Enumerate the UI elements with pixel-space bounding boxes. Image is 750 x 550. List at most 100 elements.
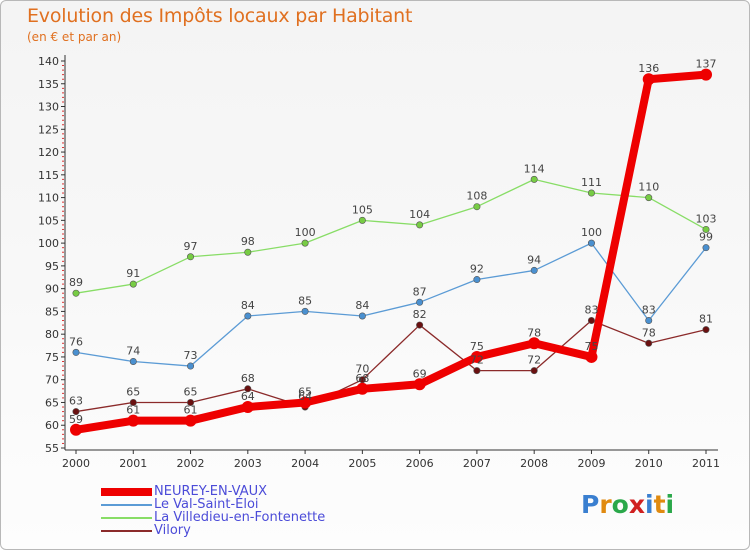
y-tick-label: 100 — [38, 237, 59, 250]
data-point — [700, 68, 712, 81]
series-line — [75, 319, 707, 413]
data-point — [72, 289, 80, 297]
y-tick-label: 95 — [45, 260, 59, 273]
y-tick-label: 60 — [45, 419, 59, 432]
y-tick-label: 105 — [38, 214, 59, 227]
data-point — [702, 326, 710, 334]
x-tick-label: 2009 — [577, 457, 605, 470]
x-tick-label: 2000 — [62, 457, 90, 470]
series-line — [75, 178, 707, 294]
data-point — [241, 401, 254, 414]
data-label: 65 — [298, 385, 312, 398]
data-label: 137 — [696, 58, 717, 71]
data-label: 87 — [413, 285, 427, 298]
data-label: 63 — [69, 395, 83, 408]
y-tick-label: 125 — [38, 123, 59, 136]
data-point — [585, 350, 598, 363]
data-point — [645, 339, 653, 347]
data-label: 105 — [352, 203, 373, 216]
data-point — [358, 216, 366, 224]
data-label: 83 — [642, 304, 656, 317]
legend-label: La Villedieu-en-Fontenette — [154, 510, 326, 525]
x-tick-label: 2003 — [234, 457, 262, 470]
legend-label: NEUREY-EN-VAUX — [154, 484, 268, 499]
x-tick-label: 2005 — [348, 457, 376, 470]
data-label: 84 — [241, 299, 255, 312]
data-point — [702, 244, 710, 252]
series-line — [75, 242, 707, 367]
series-0 — [70, 68, 712, 436]
data-point — [187, 253, 195, 261]
legend-swatch — [101, 517, 152, 519]
data-point — [244, 248, 252, 256]
data-label: 78 — [642, 326, 656, 339]
y-tick-label: 70 — [45, 374, 59, 387]
proxiti-logo: Proxiti — [581, 490, 674, 519]
data-point — [530, 175, 538, 183]
legend-label: Le Val-Saint-Éloi — [154, 497, 259, 512]
data-label: 83 — [584, 304, 598, 317]
series-3 — [72, 317, 710, 416]
data-point — [129, 357, 137, 365]
data-point — [187, 362, 195, 370]
data-point — [299, 396, 312, 409]
y-tick-label: 110 — [38, 192, 59, 205]
data-label: 89 — [69, 276, 83, 289]
logo-letter: i — [665, 490, 675, 519]
data-label: 111 — [581, 176, 602, 189]
x-tick-label: 2008 — [520, 457, 548, 470]
y-tick-label: 80 — [45, 328, 59, 341]
x-tick-label: 2011 — [692, 457, 720, 470]
data-point — [301, 307, 309, 315]
y-tick-label: 115 — [38, 169, 59, 182]
data-point — [587, 239, 595, 247]
data-label: 82 — [413, 308, 427, 321]
data-label: 97 — [184, 240, 198, 253]
data-label: 94 — [527, 253, 541, 266]
data-label: 61 — [126, 404, 140, 417]
data-label: 136 — [638, 62, 659, 75]
x-tick-label: 2007 — [463, 457, 491, 470]
data-point — [470, 350, 483, 363]
data-point — [356, 382, 369, 395]
data-label: 74 — [126, 344, 140, 357]
data-point — [127, 414, 140, 427]
data-label: 68 — [355, 372, 369, 385]
data-label: 100 — [295, 226, 316, 239]
data-point — [72, 348, 80, 356]
data-label: 69 — [413, 367, 427, 380]
data-point — [587, 189, 595, 197]
data-label: 65 — [184, 385, 198, 398]
series-1 — [72, 239, 710, 370]
data-point — [473, 276, 481, 284]
data-label: 64 — [241, 390, 255, 403]
chart-title: Evolution des Impôts locaux par Habitant — [27, 5, 413, 27]
data-point — [72, 408, 80, 416]
y-tick-label: 65 — [45, 396, 59, 409]
data-label: 103 — [696, 212, 717, 225]
data-label: 68 — [241, 372, 255, 385]
data-label: 64 — [298, 390, 312, 403]
data-point — [530, 367, 538, 375]
data-label: 78 — [527, 326, 541, 339]
data-point — [416, 221, 424, 229]
data-label: 91 — [126, 267, 140, 280]
x-tick-label: 2004 — [291, 457, 319, 470]
logo-letter: i — [645, 490, 654, 519]
data-label: 100 — [581, 226, 602, 239]
legend-swatch — [101, 530, 152, 532]
x-tick-label: 2002 — [177, 457, 205, 470]
x-tick-label: 2010 — [635, 457, 663, 470]
data-point — [184, 414, 197, 427]
logo-letter: r — [599, 490, 612, 519]
logo-letter: P — [581, 490, 600, 519]
y-tick-label: 130 — [38, 101, 59, 114]
data-label: 110 — [638, 181, 659, 194]
data-point — [129, 280, 137, 288]
series-line — [72, 70, 710, 434]
data-label: 75 — [470, 340, 484, 353]
data-label: 76 — [69, 335, 83, 348]
data-label: 98 — [241, 235, 255, 248]
data-label: 73 — [184, 349, 198, 362]
